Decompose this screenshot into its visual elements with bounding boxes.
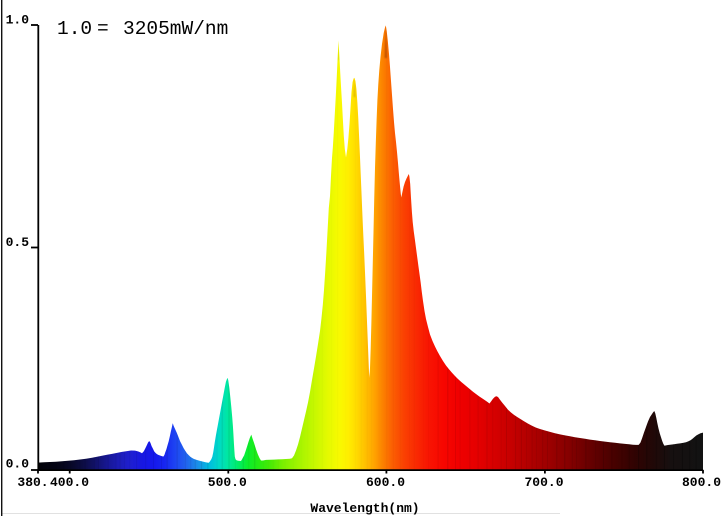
- svg-text:800.0: 800.0: [682, 475, 721, 490]
- svg-text:380.: 380.: [17, 475, 48, 490]
- svg-text:1.0: 1.0: [57, 18, 92, 40]
- svg-text:0.5: 0.5: [6, 235, 30, 250]
- svg-text:Wavelength(nm): Wavelength(nm): [310, 501, 419, 516]
- svg-text:700.0: 700.0: [524, 475, 563, 490]
- svg-text:0.0: 0.0: [6, 457, 30, 472]
- svg-text:400.0: 400.0: [50, 475, 89, 490]
- svg-text:600.0: 600.0: [366, 475, 405, 490]
- svg-text:500.0: 500.0: [208, 475, 247, 490]
- svg-text:=: =: [97, 18, 109, 40]
- svg-text:1.0: 1.0: [6, 13, 30, 28]
- svg-text:3205mW/nm: 3205mW/nm: [123, 18, 228, 40]
